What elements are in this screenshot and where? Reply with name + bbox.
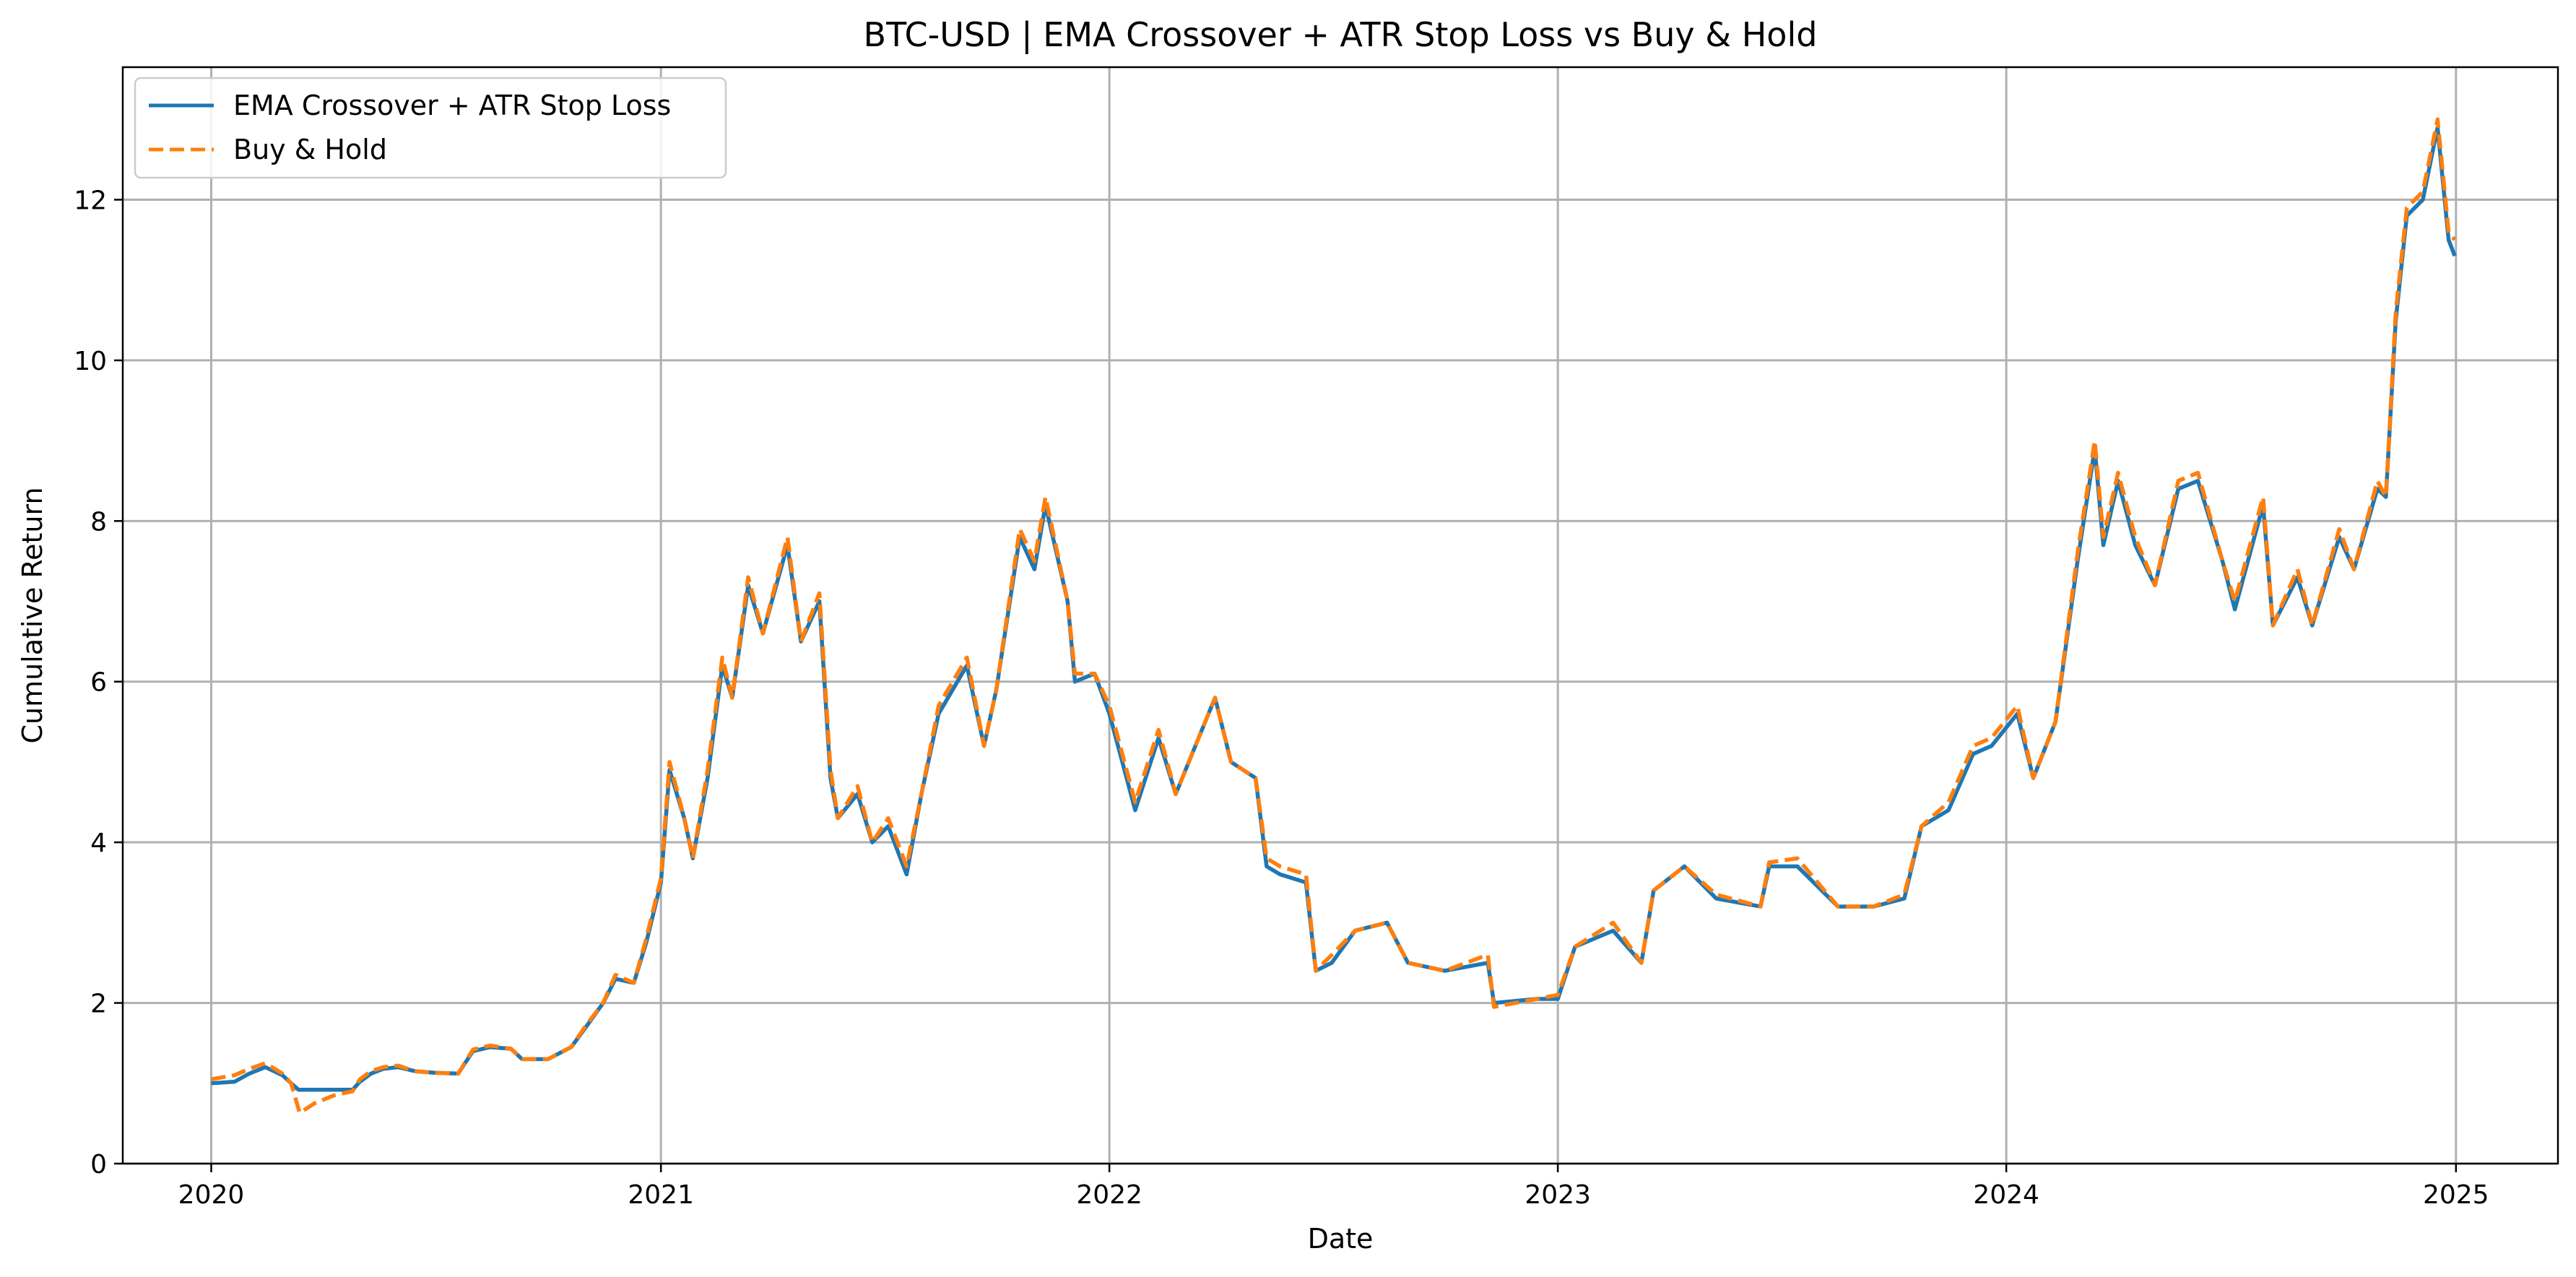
x-tick-label: 2021	[628, 1180, 694, 1210]
y-tick-label: 10	[74, 347, 107, 376]
y-tick-label: 6	[90, 668, 107, 698]
legend: EMA Crossover + ATR Stop Loss Buy & Hold	[134, 77, 727, 179]
x-axis-label: Date	[1308, 1223, 1374, 1255]
y-tick-label: 0	[90, 1150, 107, 1179]
axis-ticks: 2020 2021 2022 2023 2024 2025 0 2 4 6 8 10 12	[74, 186, 2489, 1210]
y-tick-label: 4	[90, 828, 107, 858]
series-layer	[211, 117, 2457, 1115]
x-tick-label: 2023	[1525, 1180, 1591, 1210]
x-tick-label: 2022	[1076, 1180, 1142, 1210]
plot-frame	[121, 66, 2559, 1165]
y-tick-label: 8	[90, 507, 107, 537]
legend-label-ema: EMA Crossover + ATR Stop Loss	[233, 90, 671, 121]
chart-title: BTC-USD | EMA Crossover + ATR Stop Loss …	[864, 15, 1818, 55]
legend-label-buy-hold: Buy & Hold	[233, 134, 387, 165]
y-axis-label: Cumulative Return	[17, 487, 48, 743]
y-tick-label: 2	[90, 990, 107, 1019]
legend-box	[134, 77, 727, 179]
y-tick-label: 12	[74, 186, 107, 215]
x-tick-label: 2020	[178, 1180, 245, 1210]
x-tick-label: 2025	[2423, 1180, 2489, 1210]
x-tick-label: 2024	[1973, 1180, 2039, 1210]
series-line-buy-hold	[211, 117, 2457, 1115]
